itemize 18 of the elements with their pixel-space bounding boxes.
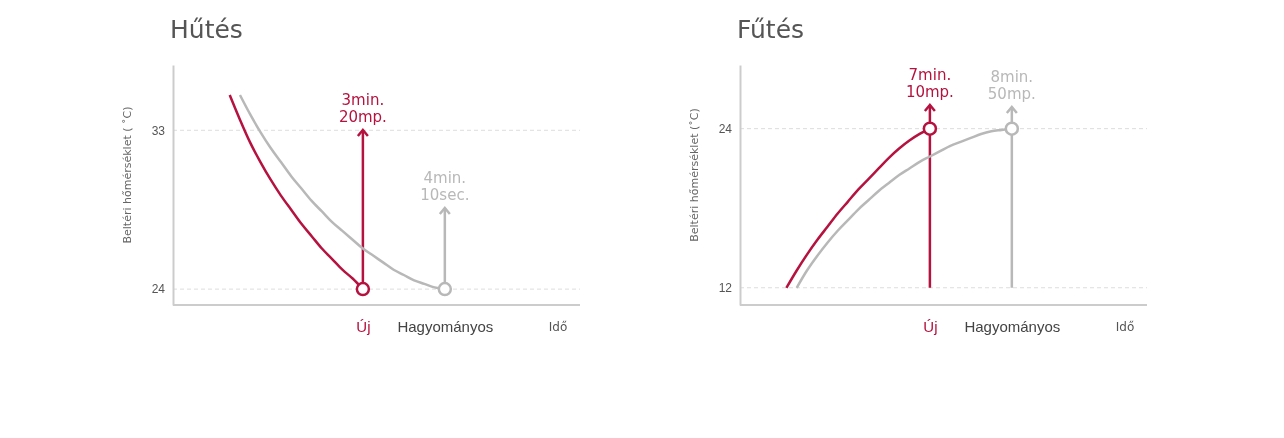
y-axis-title: Beltéri hőmérséklet (˚C) (688, 108, 701, 242)
x-axis-title: Idő (1115, 320, 1135, 334)
x-tick-label: Hagyományos (964, 317, 1061, 335)
y-tick-label: 24 (718, 121, 733, 136)
chart-title: Hűtés (170, 15, 243, 44)
y-tick-label: 12 (718, 281, 733, 296)
annotation: 8min. 50mp. (987, 68, 1036, 103)
annotation: 7min. 10mp. (905, 66, 954, 101)
x-tick-label: Hagyományos (397, 317, 494, 335)
x-axis-title: Idő (548, 320, 568, 334)
chart-title: Fűtés (737, 15, 805, 44)
y-tick-label: 24 (151, 282, 166, 297)
annotation: 4min. 10sec. (420, 169, 470, 204)
y-axis-title: Beltéri hőmérséklet ( ˚C) (121, 106, 134, 244)
x-tick-label: Új (356, 317, 371, 335)
x-tick-label: Új (923, 317, 938, 335)
annotation: 3min. 20mp. (338, 91, 387, 126)
y-tick-label: 33 (151, 123, 166, 138)
